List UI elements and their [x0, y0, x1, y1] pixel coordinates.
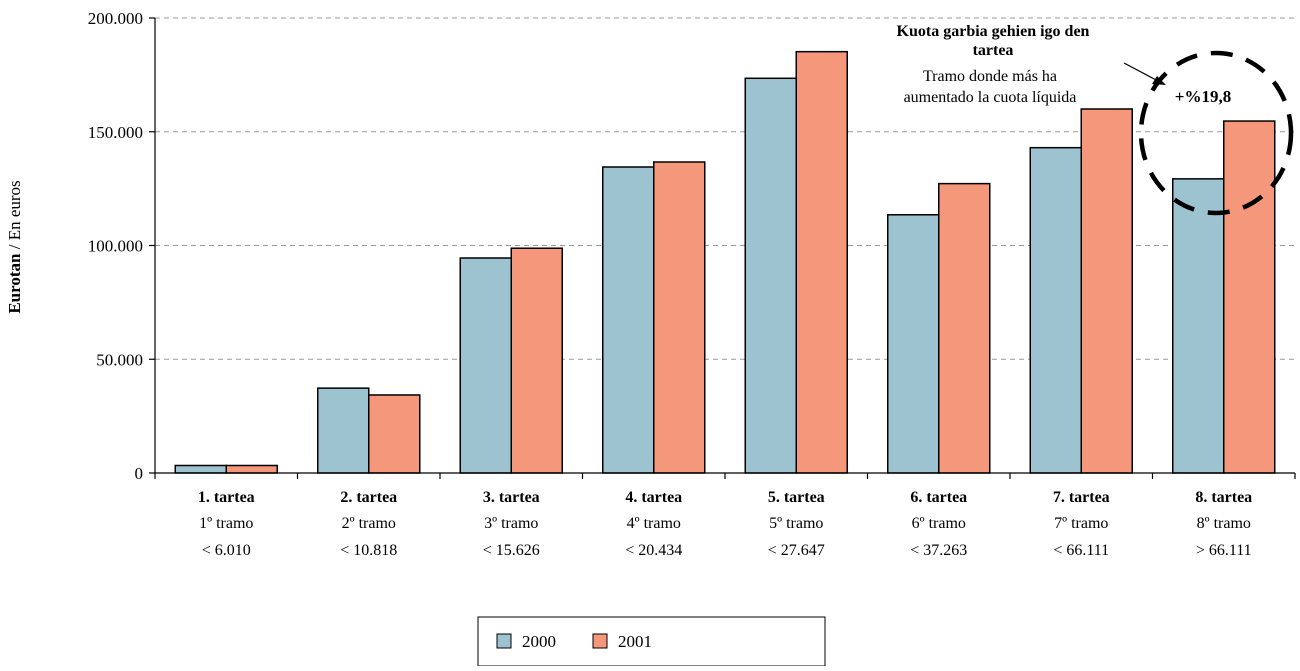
x-label-tramo: 4º tramo [627, 515, 681, 532]
x-label-tramo: 5º tramo [769, 515, 823, 532]
annotation-subtitle-line2: aumentado la cuota líquida [904, 89, 1077, 106]
legend-box [477, 616, 826, 667]
x-label-tartea: 3. tartea [483, 489, 540, 506]
bar-2000-5 [744, 77, 797, 474]
bar-2000-7 [1029, 146, 1082, 474]
x-label-tartea: 4. tartea [625, 489, 682, 506]
bar-2000-8 [1172, 178, 1225, 474]
x-label-tartea: 5. tartea [768, 489, 825, 506]
bar-2000-3 [459, 257, 512, 474]
bar-2001-1 [225, 464, 278, 474]
bar-2001-2 [368, 394, 421, 474]
x-label-tartea: 1. tartea [198, 489, 255, 506]
y-axis-label: Eurotan / En euros [5, 180, 24, 313]
x-category-labels: 1. tartea 1º tramo < 6.010 2. tartea 2º tram… [198, 489, 1252, 559]
x-label-range: < 27.647 [768, 542, 825, 559]
annotation-title-line1: Kuota garbia gehien igo den [897, 23, 1090, 40]
bar-2001-8 [1223, 120, 1276, 474]
x-label-range: < 20.434 [625, 542, 682, 559]
bars [174, 50, 1276, 474]
x-label-range: < 15.626 [483, 542, 540, 559]
legend: 2000 2001 [477, 616, 826, 667]
x-label-range: < 66.111 [1053, 542, 1109, 559]
highlight-value: +%19,8 [1175, 87, 1231, 106]
bar-2001-4 [653, 161, 706, 474]
x-label-tartea: 2. tartea [340, 489, 397, 506]
x-label-tartea: 6. tartea [910, 489, 967, 506]
x-label-range: > 66.111 [1196, 542, 1252, 559]
legend-label-2001: 2001 [618, 632, 652, 651]
y-tick-label: 0 [135, 464, 144, 483]
bar-2000-2 [317, 387, 370, 474]
x-label-range: < 10.818 [340, 542, 397, 559]
x-label-tramo: 8º tramo [1197, 515, 1251, 532]
y-tick-label: 100.000 [88, 237, 143, 256]
annotation-subtitle-line1: Tramo donde más ha [923, 68, 1057, 85]
axes [154, 18, 1296, 479]
bar-2000-1 [174, 464, 227, 474]
bar-2001-6 [938, 182, 991, 474]
x-label-tramo: 2º tramo [342, 515, 396, 532]
bar-2001-3 [510, 247, 563, 474]
y-axis-label-bold: Eurotan [5, 253, 24, 314]
highlight-circle [1138, 50, 1294, 216]
y-tick-label: 150.000 [88, 123, 143, 142]
annotation-arrow-line [1123, 62, 1159, 82]
y-tick-labels: 0 50.000 100.000 150.000 200.000 [88, 9, 143, 483]
y-tick-label: 200.000 [88, 9, 143, 28]
legend-swatch-2000 [496, 633, 512, 649]
annotation: Kuota garbia gehien igo den tartea Tramo… [897, 23, 1294, 216]
bar-2001-5 [795, 50, 848, 474]
bar-2000-6 [887, 214, 940, 474]
x-label-tramo: 7º tramo [1054, 515, 1108, 532]
bar-2000-4 [602, 166, 655, 474]
y-axis-label-rest: / En euros [5, 180, 24, 253]
legend-label-2000: 2000 [522, 632, 556, 651]
x-label-tramo: 6º tramo [912, 515, 966, 532]
y-tick-label: 50.000 [96, 350, 143, 369]
annotation-title-line2: tartea [973, 42, 1014, 59]
x-label-tramo: 1º tramo [199, 515, 253, 532]
x-label-range: < 37.263 [910, 542, 967, 559]
x-label-range: < 6.010 [202, 542, 251, 559]
x-label-tramo: 3º tramo [484, 515, 538, 532]
x-label-tartea: 7. tartea [1053, 489, 1110, 506]
legend-swatch-2001 [592, 633, 608, 649]
bar-2001-7 [1080, 108, 1133, 474]
x-label-tartea: 8. tartea [1195, 489, 1252, 506]
